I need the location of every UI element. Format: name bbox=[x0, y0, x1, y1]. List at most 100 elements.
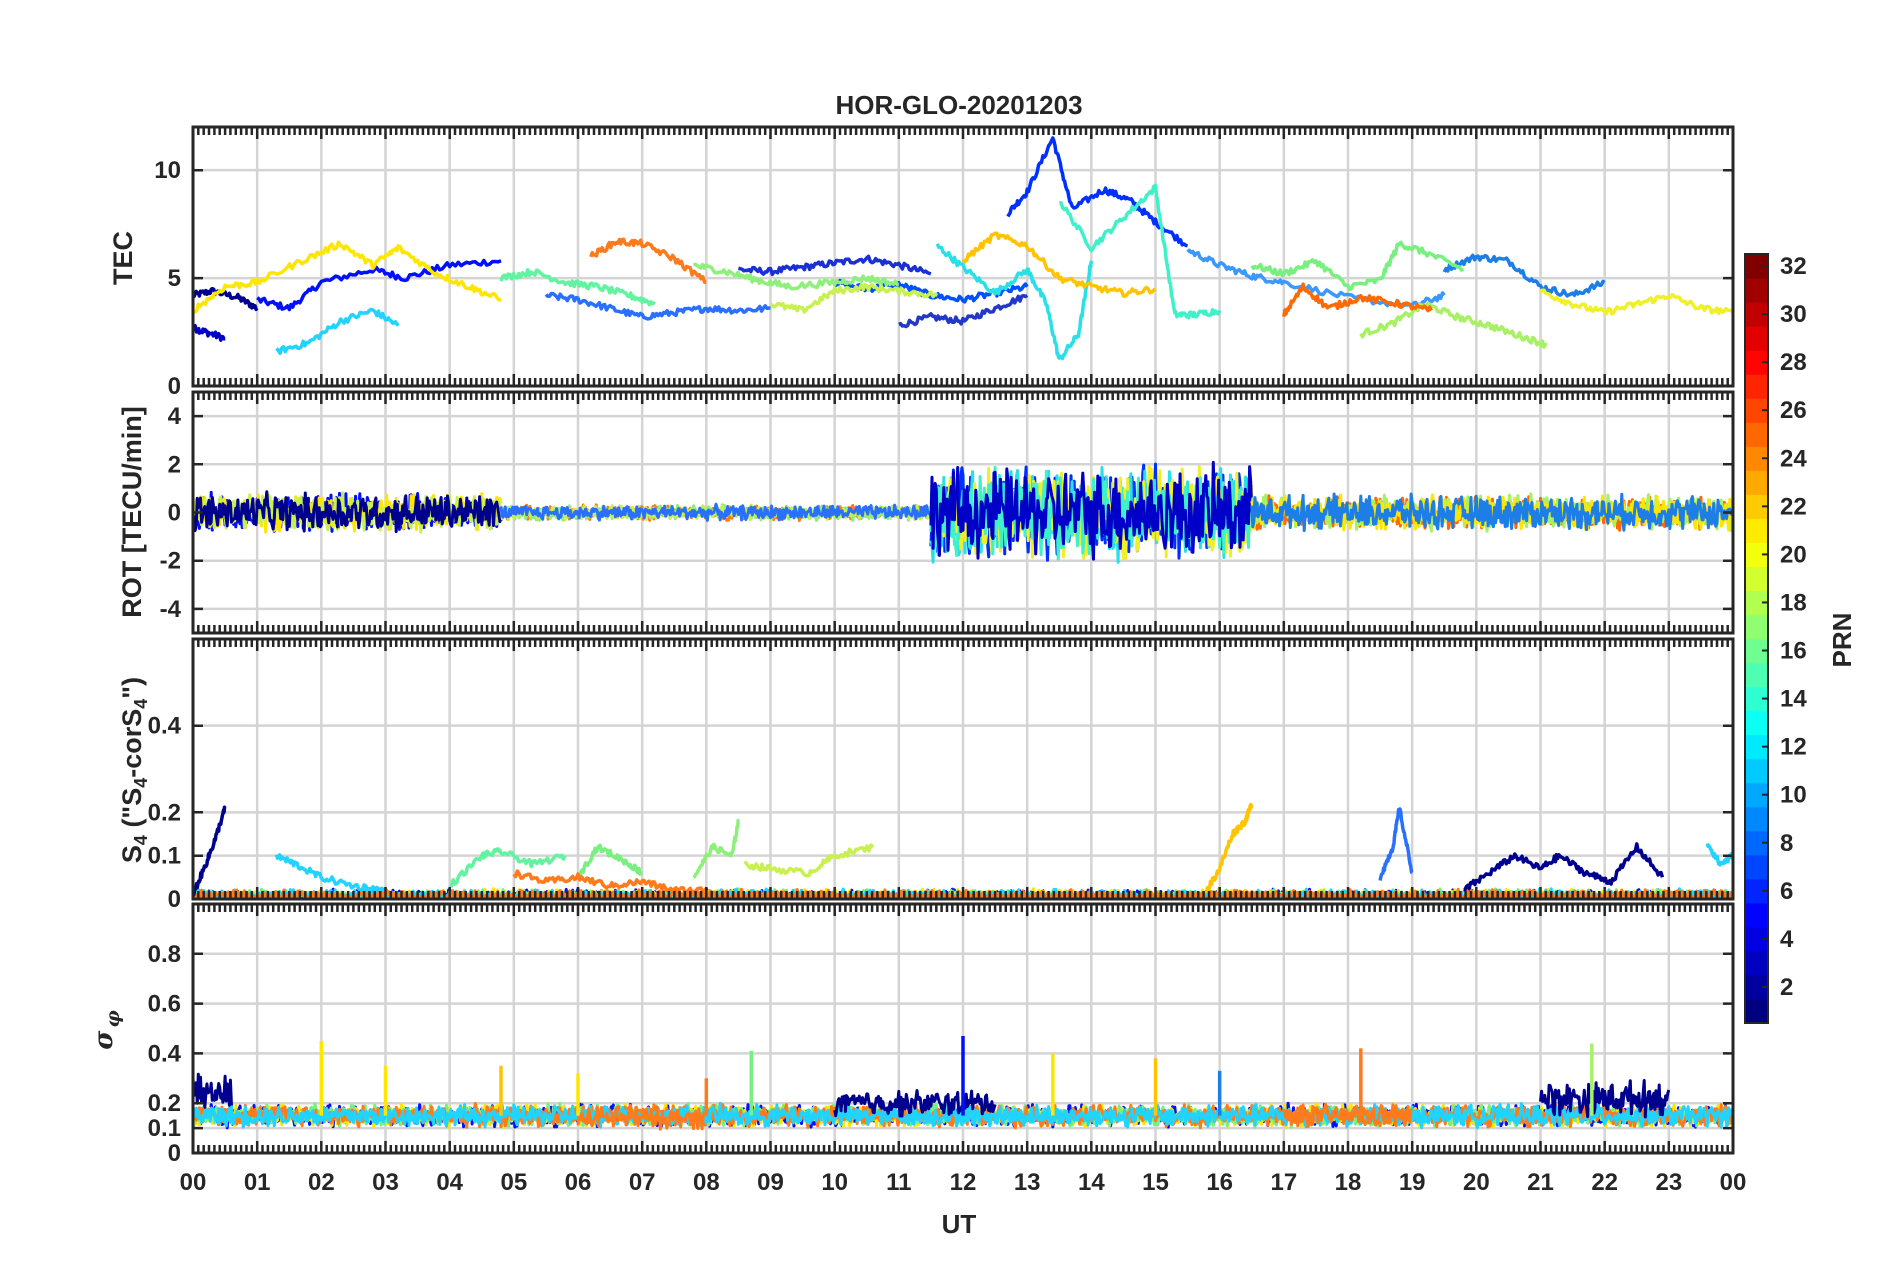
y-tick-label: 4 bbox=[168, 403, 182, 430]
x-tick-label: 11 bbox=[886, 1169, 911, 1196]
colorbar-tick-label: 16 bbox=[1780, 638, 1807, 665]
colorbar-swatch bbox=[1745, 254, 1768, 279]
noise-trace bbox=[191, 1072, 233, 1109]
x-tick-label: 03 bbox=[372, 1169, 399, 1196]
colorbar-swatch bbox=[1745, 278, 1768, 303]
colorbar-swatch bbox=[1745, 494, 1768, 519]
prn-trace bbox=[191, 323, 226, 342]
colorbar-swatch bbox=[1745, 590, 1768, 616]
y-tick-label: 10 bbox=[154, 157, 181, 184]
prn-trace bbox=[1463, 842, 1665, 892]
colorbar-tick-label: 22 bbox=[1780, 493, 1807, 520]
minor-ticks bbox=[191, 392, 1735, 633]
rot-y-ticks: -4 -2 0 2 4 bbox=[160, 403, 182, 623]
noise-trace bbox=[1539, 1079, 1671, 1119]
y-tick-label: 0.1 bbox=[148, 843, 181, 870]
y-tick-label: 0.6 bbox=[148, 991, 181, 1018]
colorbar-swatch bbox=[1745, 686, 1768, 712]
prn-trace bbox=[1359, 301, 1548, 349]
noise-trace bbox=[1250, 492, 1735, 533]
x-tick-label: 00 bbox=[180, 1169, 207, 1196]
y-tick-label: 0.4 bbox=[148, 1040, 182, 1067]
minor-ticks bbox=[191, 127, 1735, 386]
prn-trace bbox=[693, 262, 900, 291]
prn-trace bbox=[544, 291, 771, 321]
prn-trace bbox=[1539, 288, 1735, 316]
x-tick-label: 22 bbox=[1591, 1169, 1618, 1196]
prn-trace bbox=[1058, 183, 1222, 320]
x-tick-label: 10 bbox=[821, 1169, 848, 1196]
colorbar-tick-label: 26 bbox=[1780, 397, 1807, 424]
colorbar-label: PRN bbox=[1827, 613, 1857, 668]
x-tick-label: 16 bbox=[1206, 1169, 1233, 1196]
colorbar-swatch bbox=[1745, 950, 1768, 976]
x-tick-label: 01 bbox=[244, 1169, 271, 1196]
colorbar-tick-label: 18 bbox=[1780, 589, 1807, 616]
colorbar-tick-label: 10 bbox=[1780, 782, 1807, 809]
prn-trace bbox=[692, 818, 740, 879]
sigma-phi-frame bbox=[191, 902, 1735, 1155]
y-tick-label: 0 bbox=[168, 1140, 181, 1167]
colorbar-swatch bbox=[1745, 854, 1768, 880]
x-axis-label: UT bbox=[942, 1209, 977, 1239]
prn-trace bbox=[770, 282, 939, 314]
prn-trace bbox=[737, 254, 932, 277]
prn-trace bbox=[898, 293, 1029, 329]
y-tick-label: 0.2 bbox=[148, 1090, 181, 1117]
colorbar-swatch bbox=[1745, 782, 1768, 808]
x-tick-label: 07 bbox=[629, 1169, 656, 1196]
y-tick-label: 2 bbox=[168, 451, 181, 478]
prn-trace bbox=[743, 843, 875, 878]
sigma-phi-lines bbox=[191, 1035, 1735, 1131]
s4-grid bbox=[193, 639, 1733, 899]
y-ticks bbox=[193, 724, 1733, 901]
prn-trace bbox=[1205, 802, 1254, 894]
prn-trace bbox=[191, 240, 502, 314]
tec-y-label: TEC bbox=[108, 231, 138, 285]
x-tick-label: 18 bbox=[1335, 1169, 1362, 1196]
prn-trace bbox=[191, 805, 227, 897]
colorbar-tick-label: 4 bbox=[1780, 926, 1794, 953]
y-tick-label: 0.1 bbox=[148, 1115, 181, 1142]
colorbar-tick-label: 32 bbox=[1780, 253, 1807, 280]
prn-trace bbox=[449, 847, 567, 888]
colorbar-swatch bbox=[1745, 710, 1768, 736]
x-tick-label: 15 bbox=[1142, 1169, 1169, 1196]
y-ticks bbox=[193, 414, 1733, 611]
prn-trace bbox=[499, 268, 657, 307]
colorbar-tick-label: 24 bbox=[1780, 445, 1807, 472]
prn-trace bbox=[576, 843, 643, 880]
x-tick-label: 09 bbox=[757, 1169, 784, 1196]
sigma-phi-y-label: σφ bbox=[89, 1010, 124, 1049]
rot-lines bbox=[191, 460, 1735, 564]
x-tick-label: 04 bbox=[436, 1169, 463, 1196]
y-ticks bbox=[193, 168, 1733, 388]
x-tick-label: 13 bbox=[1014, 1169, 1041, 1196]
tec-lines bbox=[191, 136, 1735, 361]
colorbar-swatch bbox=[1745, 638, 1768, 664]
colorbar-swatch bbox=[1745, 542, 1768, 568]
colorbar-swatch bbox=[1745, 758, 1768, 784]
colorbar-swatch bbox=[1745, 302, 1768, 327]
x-tick-label: 05 bbox=[500, 1169, 527, 1196]
noise-trace bbox=[833, 1089, 997, 1118]
colorbar-frame bbox=[1744, 253, 1769, 1024]
y-ticks bbox=[193, 952, 1733, 1155]
colorbar-swatch bbox=[1745, 806, 1768, 832]
prn-trace bbox=[1006, 136, 1188, 248]
colorbar-swatch bbox=[1745, 566, 1768, 592]
x-tick-label: 14 bbox=[1078, 1169, 1105, 1196]
y-tick-label: 0 bbox=[168, 886, 181, 913]
prn-trace bbox=[1250, 240, 1464, 292]
s4-y-ticks: 0 0.1 0.2 0.4 bbox=[148, 713, 182, 913]
colorbar-swatch bbox=[1745, 662, 1768, 688]
prn-trace bbox=[1442, 253, 1606, 298]
s4-frame bbox=[191, 637, 1735, 901]
colorbar-swatch bbox=[1745, 998, 1768, 1024]
rot-y-label: ROT [TECU/min] bbox=[117, 406, 147, 617]
colorbar-swatch bbox=[1745, 902, 1768, 928]
colorbar-swatch bbox=[1745, 974, 1768, 1000]
